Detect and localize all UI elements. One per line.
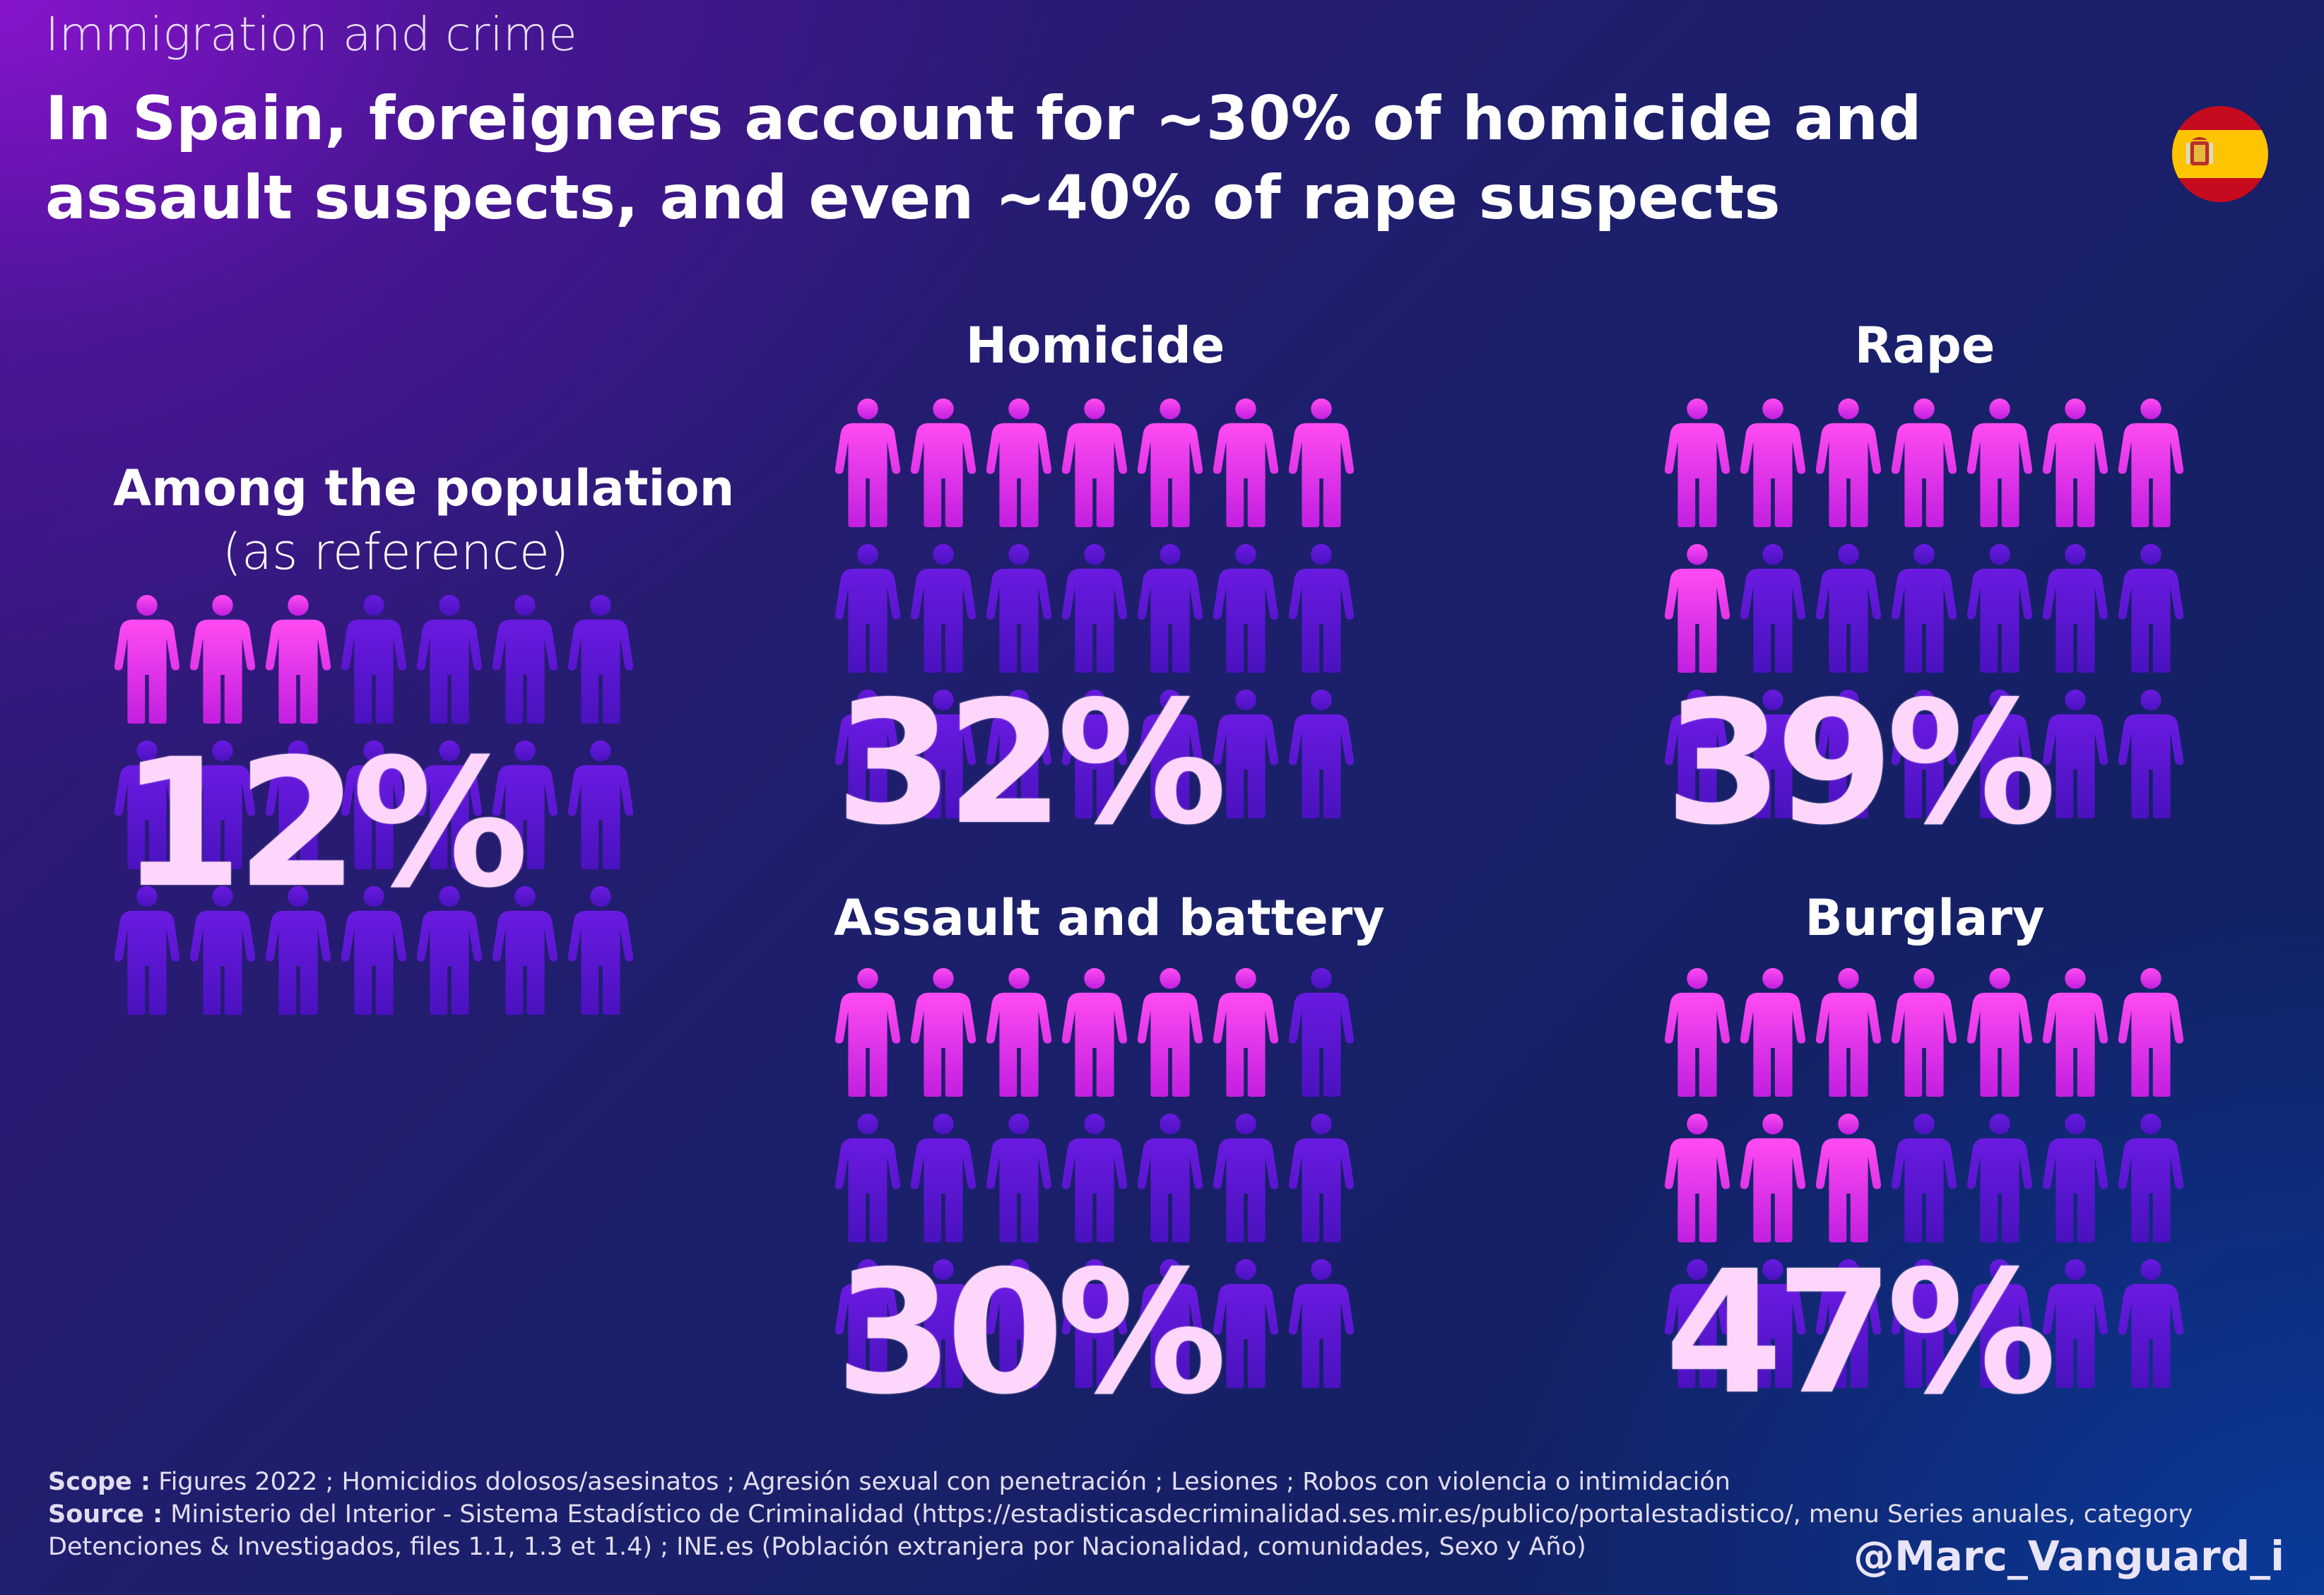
panel-title-burglary: Burglary: [1805, 889, 2045, 947]
person-icon: [1288, 689, 1355, 818]
person-icon: [1061, 1113, 1128, 1242]
source-line: Source : Ministerio del Interior - Siste…: [48, 1498, 2253, 1563]
person-icon: [567, 885, 634, 1015]
person-icon: [2042, 1259, 2108, 1388]
person-icon: [834, 1113, 901, 1242]
person-icon-highlighted: [1213, 967, 1279, 1097]
person-icon-highlighted: [1815, 1113, 1882, 1242]
person-icon: [2118, 1259, 2184, 1388]
person-icon: [1815, 543, 1882, 673]
scope-line: Scope : Figures 2022 ; Homicidios doloso…: [48, 1466, 2253, 1498]
person-icon-highlighted: [1740, 398, 1806, 527]
headline: In Spain, foreigners account for ~30% of…: [45, 83, 1922, 233]
person-icon-highlighted: [1664, 543, 1730, 673]
person-icon: [2042, 689, 2108, 818]
person-icon-highlighted: [834, 967, 901, 1097]
person-icon: [910, 1113, 977, 1242]
author-handle: @Marc_Vanguard_i: [1853, 1532, 2284, 1580]
person-icon: [2042, 1113, 2108, 1242]
person-icon: [910, 543, 977, 673]
person-icon-highlighted: [1815, 967, 1882, 1097]
person-icon: [1213, 689, 1279, 818]
person-icon: [1891, 1113, 1957, 1242]
person-icon: [1288, 967, 1355, 1097]
person-icon: [1061, 543, 1128, 673]
person-icon: [834, 543, 901, 673]
spain-flag-icon: [2172, 106, 2268, 202]
person-icon: [1966, 543, 2033, 673]
person-icon: [1288, 1259, 1355, 1388]
person-icon-highlighted: [1061, 967, 1128, 1097]
person-icon: [1891, 543, 1957, 673]
percent-label-homicide: 32%: [835, 664, 1227, 862]
person-icon-highlighted: [265, 594, 331, 724]
person-icon-highlighted: [1891, 398, 1957, 527]
person-icon-highlighted: [1740, 967, 1806, 1097]
person-icon-highlighted: [2042, 398, 2108, 527]
person-icon: [341, 594, 407, 724]
person-icon-highlighted: [910, 967, 977, 1097]
person-icon: [2118, 543, 2184, 673]
person-icon-highlighted: [834, 398, 901, 527]
person-icon-highlighted: [1815, 398, 1882, 527]
person-icon-highlighted: [2042, 967, 2108, 1097]
person-icon: [1213, 1113, 1279, 1242]
person-icon-highlighted: [1213, 398, 1279, 527]
source-text: Ministerio del Interior - Sistema Estadí…: [48, 1500, 2193, 1561]
source-label: Source :: [48, 1500, 163, 1529]
supertitle: Immigration and crime: [45, 7, 577, 61]
panel-title-population: Among the population: [113, 459, 735, 517]
footnote: Scope : Figures 2022 ; Homicidios doloso…: [48, 1466, 2253, 1563]
panel-population: Among the population (as reference): [113, 452, 735, 1032]
person-icon: [1137, 543, 1203, 673]
person-icon-highlighted: [2118, 398, 2184, 527]
panel-subtitle-population: (as reference): [222, 523, 570, 581]
person-icon-highlighted: [1288, 398, 1355, 527]
person-icon-highlighted: [1137, 967, 1203, 1097]
panel-title-assault: Assault and battery: [834, 889, 1385, 947]
person-icon: [1213, 543, 1279, 673]
person-icon-highlighted: [986, 967, 1052, 1097]
person-icon-highlighted: [189, 594, 256, 724]
person-icon-highlighted: [114, 594, 180, 724]
percent-label-population: 12%: [120, 721, 529, 926]
person-icon: [986, 543, 1052, 673]
person-icon: [492, 594, 558, 724]
person-icon-highlighted: [1966, 398, 2033, 527]
person-icon: [1213, 1259, 1279, 1388]
person-icon-highlighted: [1891, 967, 1957, 1097]
person-icon-highlighted: [1664, 1113, 1730, 1242]
person-icon-highlighted: [1061, 398, 1128, 527]
person-icon-highlighted: [1740, 1113, 1806, 1242]
person-icon: [1288, 1113, 1355, 1242]
percent-label-rape: 39%: [1665, 664, 2056, 862]
person-icon-highlighted: [2118, 967, 2184, 1097]
person-icon-highlighted: [986, 398, 1052, 527]
person-icon: [986, 1113, 1052, 1242]
person-icon: [1137, 1113, 1203, 1242]
scope-text: Figures 2022 ; Homicidios dolosos/asesin…: [150, 1468, 1730, 1496]
scope-label: Scope :: [48, 1468, 151, 1496]
person-icon: [1288, 543, 1355, 673]
percent-label-assault: 30%: [835, 1234, 1227, 1432]
person-icon: [567, 740, 634, 869]
panel-title-rape: Rape: [1854, 317, 1995, 375]
person-icon-highlighted: [1664, 967, 1730, 1097]
percent-label-burglary: 47%: [1665, 1234, 2056, 1432]
person-icon: [2118, 1113, 2184, 1242]
person-icon-highlighted: [1664, 398, 1730, 527]
person-icon-highlighted: [1966, 967, 2033, 1097]
person-icon: [416, 594, 483, 724]
person-icon: [1740, 543, 1806, 673]
person-icon: [1966, 1113, 2033, 1242]
person-icon-highlighted: [1137, 398, 1203, 527]
panel-title-homicide: Homicide: [965, 317, 1225, 375]
person-icon: [2118, 689, 2184, 818]
person-icon-highlighted: [910, 398, 977, 527]
person-icon: [567, 594, 634, 724]
person-icon: [2042, 543, 2108, 673]
